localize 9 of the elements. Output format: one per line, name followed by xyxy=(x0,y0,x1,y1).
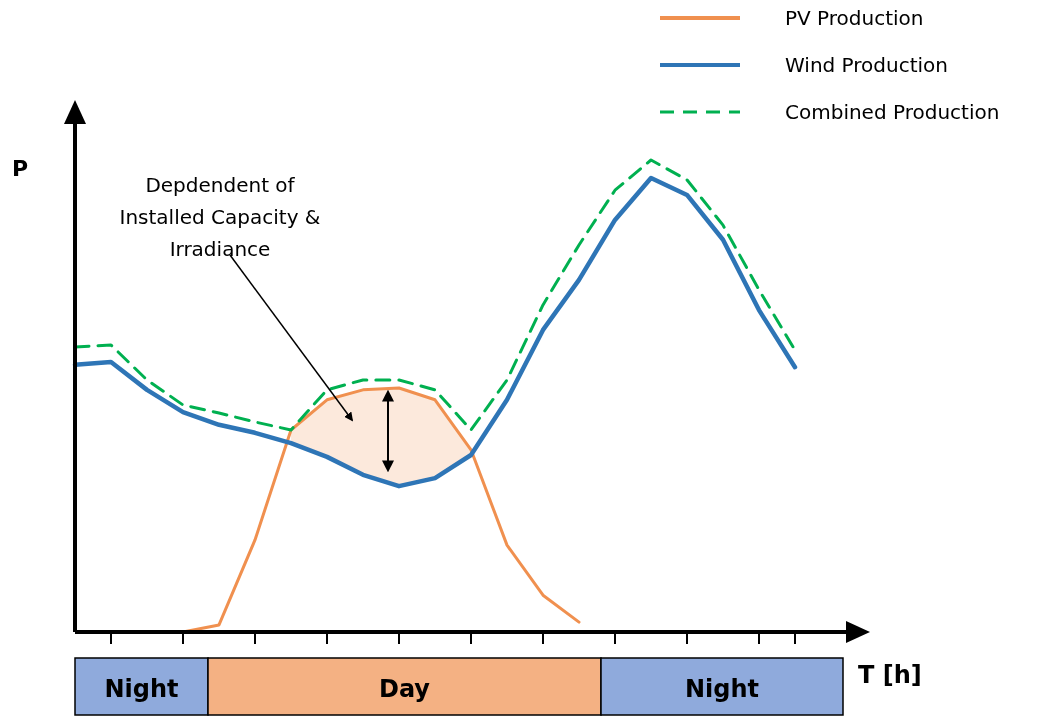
text: Night xyxy=(104,675,179,703)
text: Night xyxy=(684,675,760,703)
text: Day xyxy=(378,675,431,703)
y-axis-title: P xyxy=(12,156,29,181)
x-axis-title: T [h] xyxy=(858,661,922,689)
legend-label: PV Production xyxy=(785,6,924,30)
annotation: Depdendent of Installed Capacity & Irradiance xyxy=(119,173,321,261)
legend-label: Wind Production xyxy=(785,53,949,77)
legend-label: Combined Production xyxy=(785,100,1000,124)
